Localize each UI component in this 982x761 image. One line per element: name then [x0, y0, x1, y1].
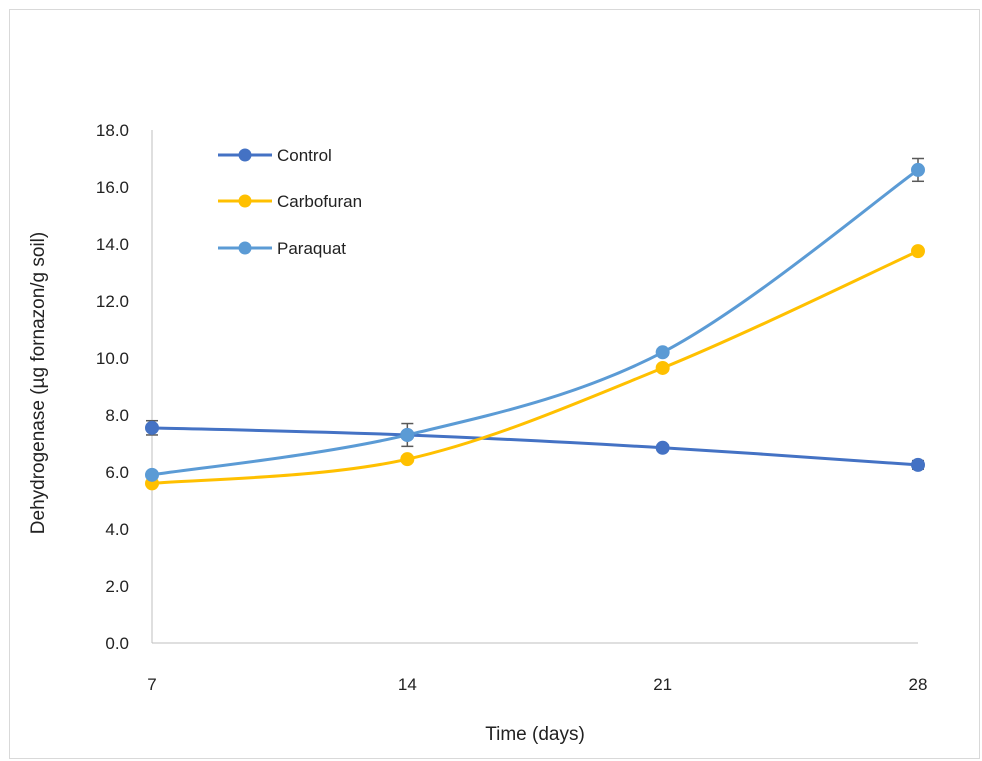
y-tick-label: 6.0 — [105, 463, 129, 482]
y-axis-title: Dehydrogenase (µg fornazon/g soil) — [28, 232, 49, 534]
data-point-carbofuran — [655, 360, 670, 375]
error-bars — [146, 157, 924, 487]
data-point-paraquat — [400, 427, 415, 442]
legend-marker-control — [238, 148, 252, 162]
y-tick-label: 8.0 — [105, 406, 129, 425]
y-tick-labels: 0.0 2.0 4.0 6.0 8.0 10.0 12.0 14.0 16.0 18.0 — [96, 121, 129, 653]
legend-label-paraquat: Paraquat — [277, 239, 346, 258]
x-tick-label: 7 — [147, 675, 156, 694]
axes — [151, 130, 918, 644]
data-point-paraquat — [655, 345, 670, 360]
legend-marker-paraquat — [238, 241, 252, 255]
y-tick-label: 10.0 — [96, 349, 129, 368]
series-points — [145, 162, 925, 491]
data-point-paraquat — [145, 467, 159, 482]
series-line-control — [151, 426, 919, 467]
chart-frame — [9, 9, 980, 759]
x-tick-label: 28 — [909, 675, 928, 694]
series-line-paraquat — [151, 168, 919, 477]
y-tick-label: 2.0 — [105, 577, 129, 596]
data-point-control — [911, 457, 925, 472]
y-tick-label: 14.0 — [96, 235, 129, 254]
legend-entry-paraquat: Paraquat — [218, 239, 346, 258]
series-line-carbofuran — [151, 249, 919, 485]
data-point-control — [655, 440, 670, 455]
data-point-carbofuran — [911, 244, 925, 259]
legend: Control Carbofuran Paraquat — [218, 146, 362, 258]
legend-label-control: Control — [277, 146, 332, 165]
data-point-paraquat — [911, 162, 925, 177]
series-lines — [151, 168, 919, 485]
x-axis-title: Time (days) — [485, 724, 585, 745]
legend-entry-carbofuran: Carbofuran — [218, 192, 362, 211]
data-point-control — [145, 420, 159, 435]
data-point-carbofuran — [400, 452, 415, 467]
y-tick-label: 16.0 — [96, 178, 129, 197]
x-tick-labels: 7 14 21 28 — [147, 675, 927, 694]
x-tick-label: 14 — [398, 675, 417, 694]
legend-label-carbofuran: Carbofuran — [277, 192, 362, 211]
y-tick-label: 0.0 — [105, 634, 129, 653]
legend-entry-control: Control — [218, 146, 332, 165]
y-tick-label: 12.0 — [96, 292, 129, 311]
x-tick-label: 21 — [653, 675, 672, 694]
y-tick-label: 18.0 — [96, 121, 129, 140]
legend-marker-carbofuran — [238, 194, 252, 208]
y-tick-label: 4.0 — [105, 520, 129, 539]
